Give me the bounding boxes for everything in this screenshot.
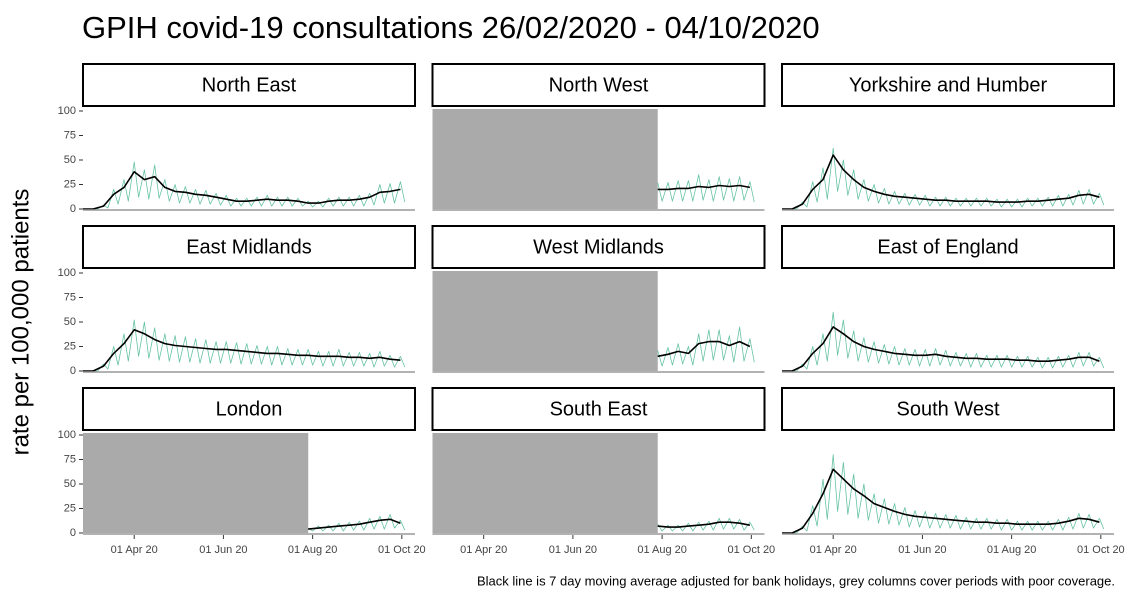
y-tick-label: 75	[64, 291, 76, 303]
daily-line	[657, 517, 755, 532]
x-tick-label: 01 Apr 20	[111, 544, 158, 556]
average-line	[782, 468, 1100, 534]
y-tick-label: 0	[70, 365, 76, 377]
average-line	[83, 171, 401, 210]
x-tick-label: 01 Oct 20	[378, 544, 426, 556]
poor-coverage	[83, 433, 309, 533]
strip-box	[82, 387, 416, 431]
strip-label: South East	[550, 398, 648, 420]
x-tick-label: 01 Oct 20	[1077, 544, 1125, 556]
strip-box	[781, 63, 1115, 107]
y-tick-label: 0	[70, 203, 76, 215]
daily-line	[83, 161, 406, 210]
average-line	[308, 518, 401, 530]
daily-line	[782, 454, 1105, 534]
y-tick-label: 50	[64, 154, 76, 166]
y-tick-label: 50	[64, 478, 76, 490]
y-axis-title: rate per 100,000 patients	[7, 189, 34, 456]
x-tick-label: 01 Aug 20	[637, 544, 687, 556]
daily-line	[782, 147, 1105, 210]
y-tick-label: 50	[64, 316, 76, 328]
y-tick-label: 75	[64, 129, 76, 141]
poor-coverage	[432, 271, 658, 371]
strip-box	[431, 387, 766, 431]
strip-label: London	[216, 398, 283, 420]
average-line	[782, 326, 1100, 372]
x-tick-label: 01 Jun 20	[549, 544, 597, 556]
y-tick-label: 75	[64, 453, 76, 465]
strip-box	[781, 387, 1115, 431]
daily-line	[782, 311, 1105, 372]
daily-line	[657, 174, 755, 203]
strip-box	[431, 63, 766, 107]
strip-label: North East	[202, 74, 297, 96]
daily-line	[83, 319, 406, 372]
y-tick-label: 100	[58, 267, 76, 279]
average-line	[657, 340, 751, 358]
x-tick-label: 01 Apr 20	[810, 544, 857, 556]
x-tick-label: 01 Oct 20	[727, 544, 775, 556]
x-tick-label: 01 Aug 20	[288, 544, 338, 556]
average-line	[83, 329, 401, 372]
y-tick-label: 25	[64, 178, 76, 190]
strip-box	[82, 63, 416, 107]
strip-label: West Midlands	[533, 236, 664, 258]
strip-label: North West	[549, 74, 649, 96]
strip-box	[82, 225, 416, 269]
average-line	[782, 154, 1100, 210]
strip-label: South West	[896, 398, 999, 420]
chart-title: GPIH covid-19 consultations 26/02/2020 -…	[82, 10, 820, 45]
average-line	[657, 521, 751, 528]
average-line	[657, 184, 751, 191]
caption-note: Black line is 7 day moving average adjus…	[477, 573, 1115, 588]
x-tick-label: 01 Jun 20	[898, 544, 946, 556]
daily-line	[307, 514, 406, 532]
strip-label: East of England	[877, 236, 1018, 258]
y-tick-label: 100	[58, 105, 76, 117]
y-tick-label: 0	[70, 527, 76, 539]
poor-coverage	[432, 433, 658, 533]
x-tick-label: 01 Jun 20	[199, 544, 247, 556]
strip-box	[781, 225, 1115, 269]
daily-line	[657, 326, 755, 367]
y-tick-label: 100	[58, 429, 76, 441]
x-tick-label: 01 Apr 20	[460, 544, 507, 556]
y-tick-label: 25	[64, 340, 76, 352]
y-tick-label: 25	[64, 502, 76, 514]
poor-coverage	[432, 109, 658, 209]
x-tick-label: 01 Aug 20	[987, 544, 1037, 556]
strip-label: East Midlands	[186, 236, 312, 258]
strip-box	[431, 225, 766, 269]
strip-label: Yorkshire and Humber	[849, 74, 1048, 96]
